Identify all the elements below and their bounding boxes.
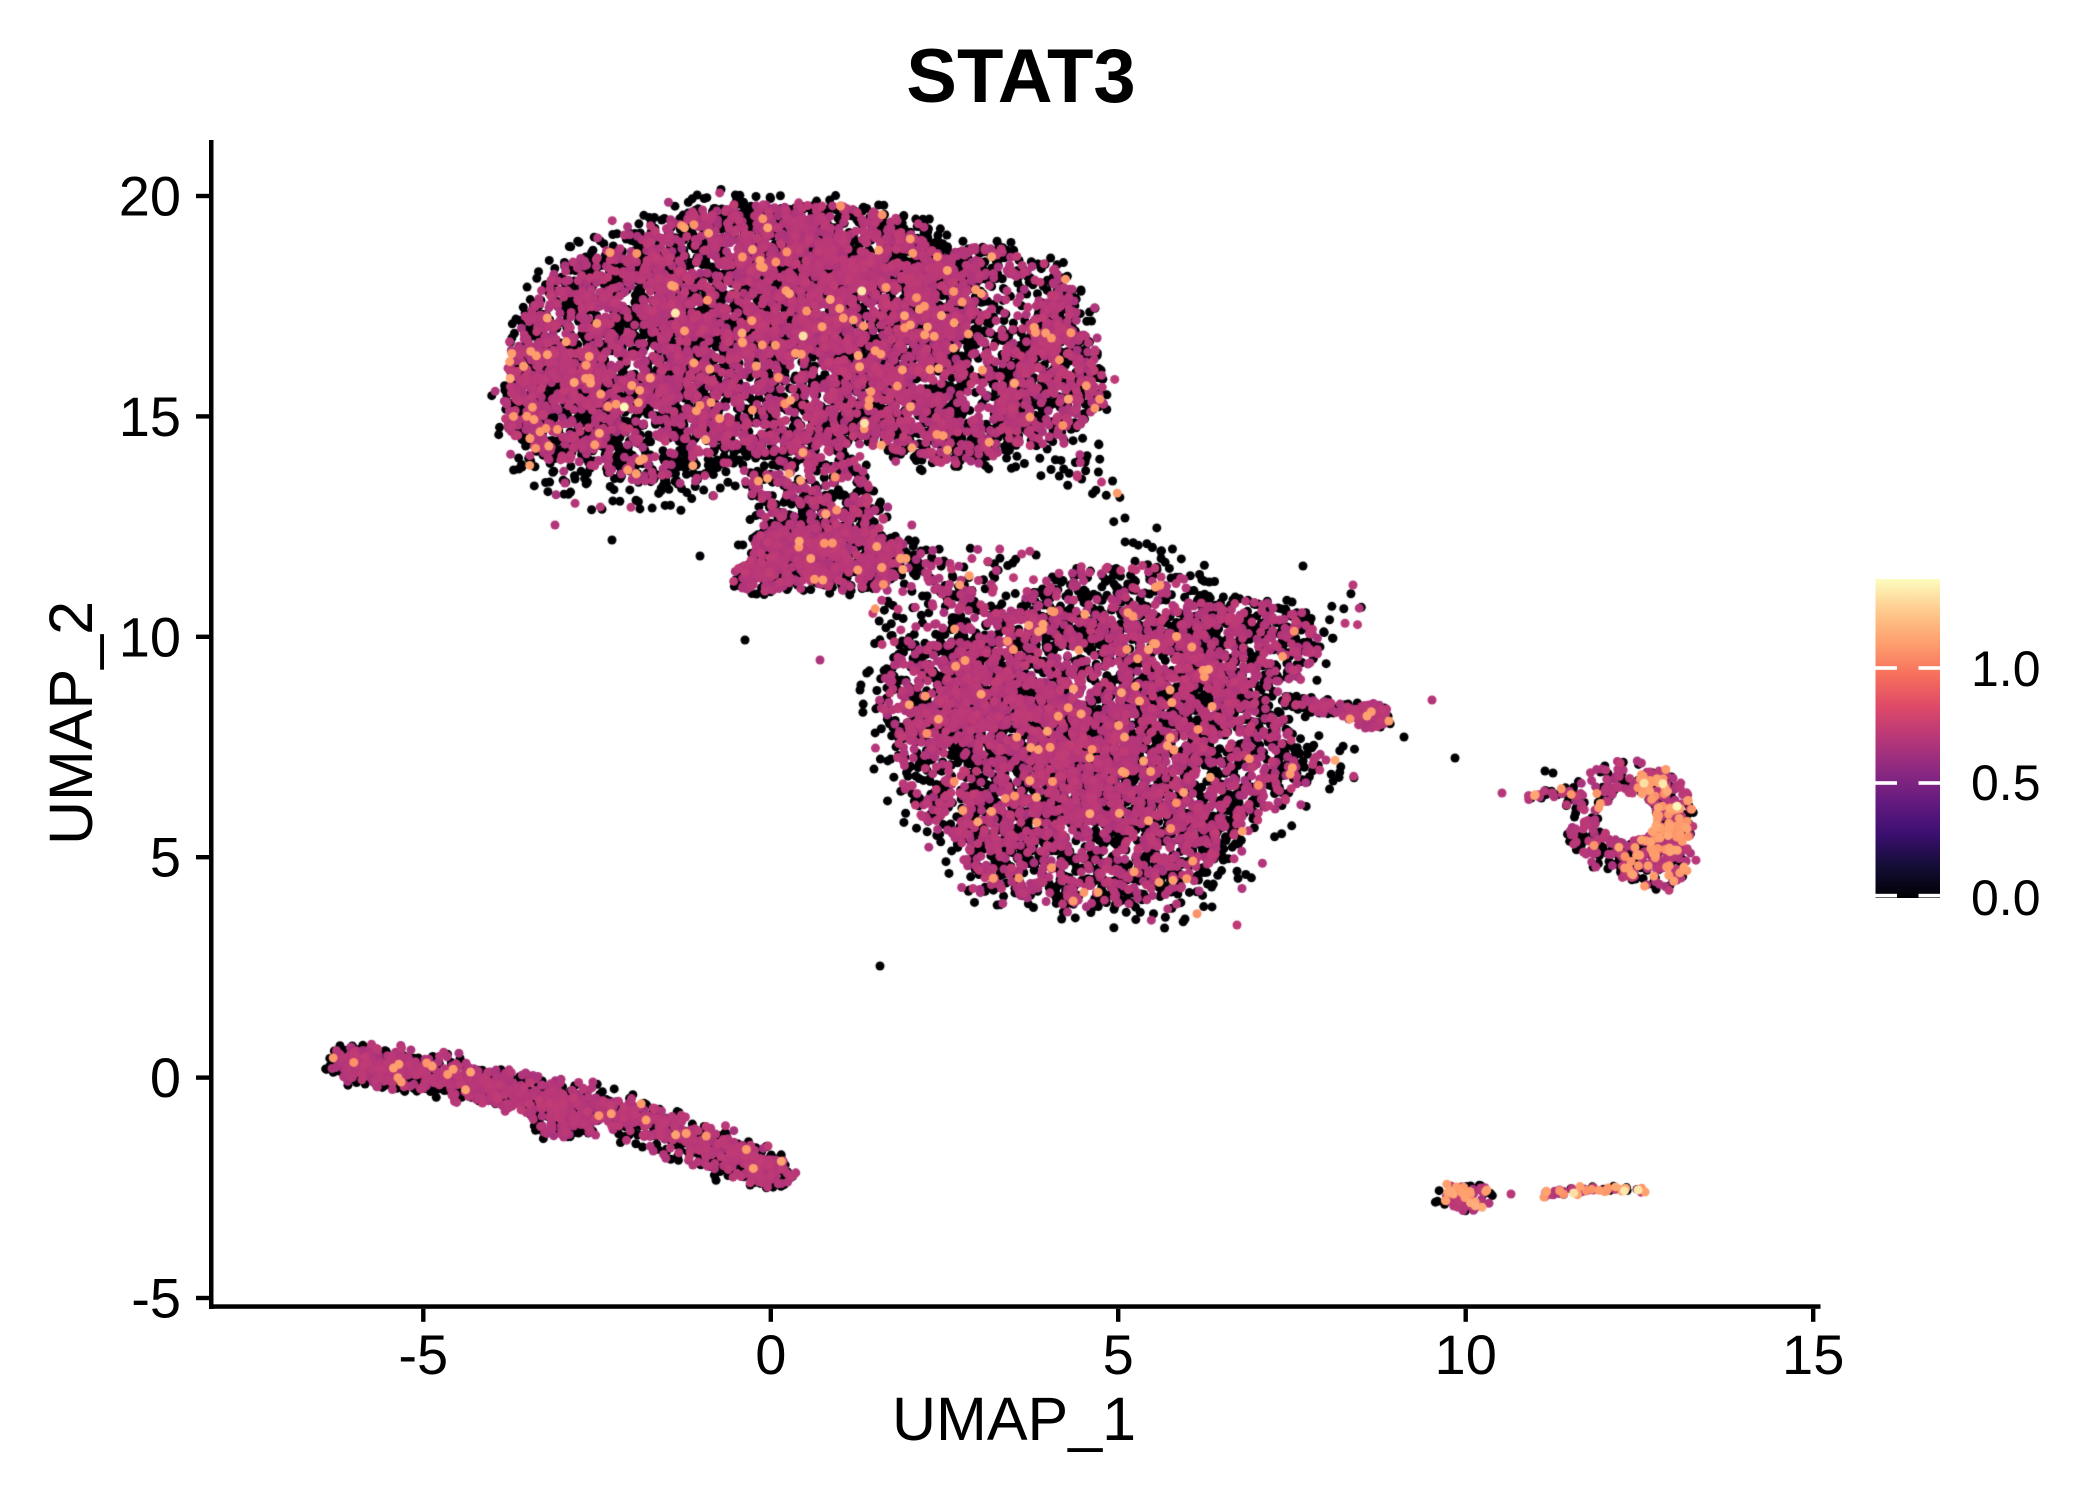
svg-text:1.0: 1.0 xyxy=(1971,641,2041,697)
svg-text:0.0: 0.0 xyxy=(1971,870,2041,926)
svg-text:-5: -5 xyxy=(398,1323,448,1386)
svg-text:15: 15 xyxy=(1782,1323,1844,1386)
svg-text:5: 5 xyxy=(1103,1323,1134,1386)
svg-text:10: 10 xyxy=(119,605,181,668)
svg-text:-5: -5 xyxy=(131,1267,181,1330)
svg-text:20: 20 xyxy=(119,165,181,228)
svg-text:UMAP_1: UMAP_1 xyxy=(892,1385,1136,1453)
svg-text:0.5: 0.5 xyxy=(1971,755,2041,811)
svg-text:0: 0 xyxy=(755,1323,786,1386)
svg-text:STAT3: STAT3 xyxy=(906,34,1135,119)
svg-text:5: 5 xyxy=(150,826,181,889)
svg-text:10: 10 xyxy=(1435,1323,1497,1386)
svg-text:15: 15 xyxy=(119,385,181,448)
svg-text:0: 0 xyxy=(150,1046,181,1109)
svg-text:UMAP_2: UMAP_2 xyxy=(37,601,105,845)
